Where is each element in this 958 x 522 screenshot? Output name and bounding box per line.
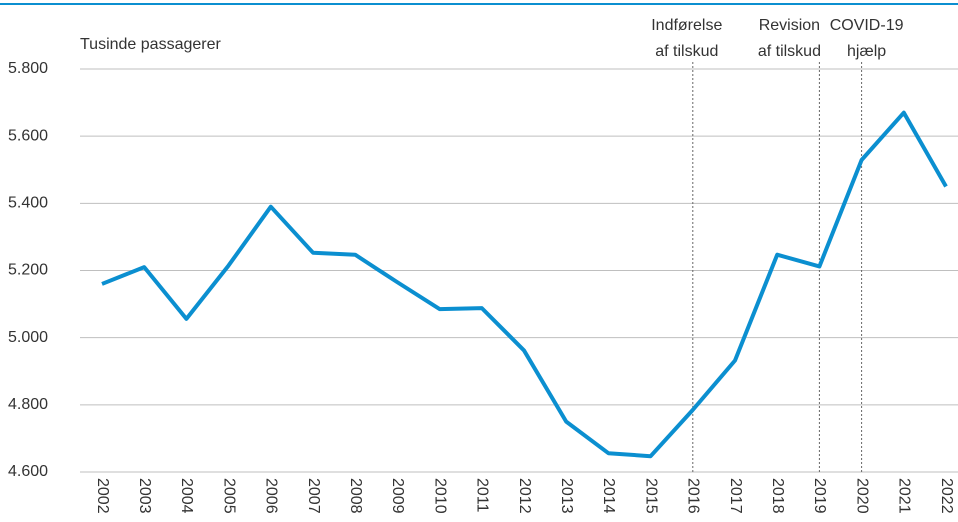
x-tick-label: 2011 <box>474 478 491 513</box>
top-rule <box>0 3 958 5</box>
x-tick-label: 2009 <box>389 478 406 514</box>
annotation-text: Revision <box>759 17 820 34</box>
x-tick-label: 2013 <box>558 478 575 514</box>
x-tick-label: 2020 <box>853 478 870 514</box>
y-axis-label: Tusinde passagerer <box>80 36 221 53</box>
x-tick-label: 2018 <box>769 478 786 514</box>
line-series <box>101 110 948 459</box>
y-tick-label: 4.600 <box>8 463 48 480</box>
annotation-text: COVID-19 <box>830 17 904 34</box>
x-tick-label: 2007 <box>305 478 322 514</box>
y-tick-label: 5.800 <box>8 60 48 77</box>
annotation-text: af tilskud <box>758 43 821 60</box>
x-tick-label: 2003 <box>136 478 153 514</box>
x-tick-label: 2014 <box>600 478 617 514</box>
annotation-text: Indførelse <box>651 17 722 34</box>
x-tick-label: 2010 <box>431 478 448 514</box>
x-tick-label: 2006 <box>263 478 280 514</box>
y-tick-label: 5.000 <box>8 329 48 346</box>
x-tick-label: 2021 <box>896 478 913 514</box>
x-tick-label: 2005 <box>220 478 237 514</box>
y-tick-label: 5.400 <box>8 195 48 212</box>
y-tick-label: 5.200 <box>8 262 48 279</box>
x-tick-label: 2017 <box>727 478 744 514</box>
y-tick-label: 5.600 <box>8 127 48 144</box>
x-tick-label: 2002 <box>94 478 111 514</box>
x-tick-label: 2012 <box>516 478 533 514</box>
x-tick-label: 2008 <box>347 478 364 514</box>
annotation-text: hjælp <box>847 43 886 60</box>
x-tick-label: 2022 <box>938 478 955 514</box>
x-tick-label: 2016 <box>685 478 702 514</box>
x-tick-label: 2019 <box>811 478 828 514</box>
x-tick-label: 2004 <box>178 478 195 514</box>
x-tick-label: 2015 <box>642 478 659 514</box>
annotation-text: af tilskud <box>655 43 718 60</box>
y-tick-label: 4.800 <box>8 396 48 413</box>
